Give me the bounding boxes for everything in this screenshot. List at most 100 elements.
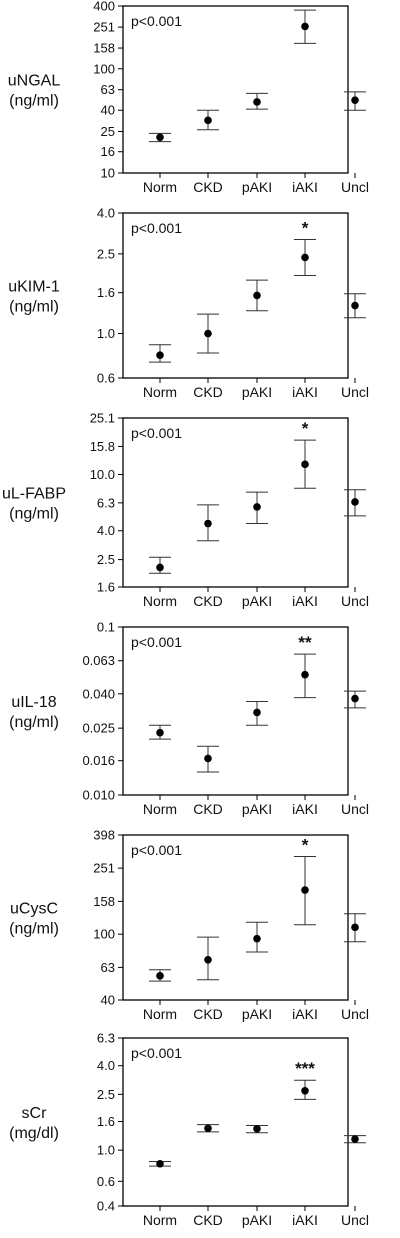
y-tick-label: 1.6: [97, 580, 115, 595]
y-tick-label: 25: [101, 124, 115, 139]
y-tick-label: 4.0: [97, 523, 115, 538]
x-tick-label: Norm: [143, 384, 177, 400]
y-tick-label: 2.5: [97, 552, 115, 567]
data-point: [204, 116, 212, 125]
x-tick-label: iAKI: [292, 801, 318, 817]
p-value-label: p<0.001: [131, 425, 182, 441]
y-tick-label: 1.0: [97, 1143, 115, 1158]
chart-panel-5: 398 251 158 100 63 40 uCysC (ng/ml) Norm CKD pAKI i…: [9, 828, 369, 1023]
data-point: [351, 694, 359, 703]
y-tick-label: 6.3: [97, 1031, 115, 1046]
data-point: [301, 460, 309, 469]
y-tick-label: 2.5: [97, 1087, 115, 1102]
x-tick-label: Uncl: [341, 801, 369, 817]
y-tick-label: 0.010: [82, 788, 115, 803]
plot-frame: [122, 834, 349, 1001]
x-tick-label: Uncl: [341, 1212, 369, 1228]
x-tick-label: CKD: [193, 801, 223, 817]
y-tick-label: 400: [93, 0, 115, 14]
x-tick-label: iAKI: [292, 593, 318, 609]
y-tick-label: 158: [93, 894, 115, 909]
y-axis-label-name: uNGAL: [8, 73, 61, 90]
data-point: [301, 1086, 309, 1095]
x-tick-label: Uncl: [341, 1006, 369, 1022]
plot-frame: [122, 5, 349, 174]
data-point: [301, 253, 309, 262]
y-axis-label-unit: (ng/ml): [9, 299, 59, 316]
x-tick-label: Norm: [143, 801, 177, 817]
data-point: [253, 708, 261, 717]
data-point: [253, 503, 261, 511]
y-tick-label: 10: [101, 166, 115, 181]
data-point: [253, 98, 261, 106]
y-axis-label-unit: (ng/ml): [9, 714, 59, 731]
data-point: [156, 728, 164, 737]
data-point: [156, 563, 164, 572]
plot-frame: [122, 417, 349, 588]
y-axis-label-unit: (ng/ml): [9, 506, 59, 523]
data-point: [156, 351, 164, 359]
data-point: [351, 96, 359, 104]
data-point: [156, 972, 164, 980]
y-axis-label-name: uCysC: [10, 901, 58, 918]
x-tick-label: pAKI: [242, 384, 272, 400]
y-tick-label: 398: [93, 828, 115, 843]
p-value-label: p<0.001: [131, 220, 182, 236]
x-tick-label: pAKI: [242, 179, 272, 195]
significance-marker: **: [298, 633, 312, 652]
data-point: [301, 22, 309, 31]
significance-marker: *: [302, 419, 309, 438]
significance-marker: ***: [295, 0, 315, 8]
y-axis-label-name: sCr: [22, 1105, 48, 1122]
chart-panel-3: 25.1 15.8 10.0 6.3 4.0 2.5 1.6 uL-FABP (ng/ml) No…: [2, 411, 369, 610]
data-point: [204, 329, 212, 338]
chart-panel-2: 4.0 2.5 1.6 1.0 0.6 uKIM-1 (ng/ml) Norm CKD pAKI i…: [8, 206, 369, 401]
y-tick-label: 4.0: [97, 1058, 115, 1073]
y-tick-label: 0.6: [97, 371, 115, 386]
y-tick-label: 251: [93, 20, 115, 35]
p-value-label: p<0.001: [131, 13, 182, 29]
y-tick-label: 0.040: [82, 686, 115, 701]
data-point: [253, 291, 261, 300]
y-axis-label-name: uKIM-1: [8, 279, 60, 296]
x-tick-label: pAKI: [242, 593, 272, 609]
chart-panel-1: 400 251 158 100 63 40 25 16 10 uNGAL (ng/ml) Norm CK…: [8, 0, 369, 195]
data-point: [351, 498, 359, 506]
y-tick-label: 0.063: [82, 653, 115, 668]
chart-panel-4: 0.1 0.063 0.040 0.025 0.016 0.010 uIL-18 (ng/ml…: [9, 620, 369, 818]
y-tick-label: 40: [101, 103, 115, 118]
y-tick-label: 1.6: [97, 1114, 115, 1129]
x-tick-label: CKD: [193, 1212, 223, 1228]
y-tick-label: 158: [93, 41, 115, 56]
x-tick-label: Norm: [143, 593, 177, 609]
data-point: [301, 670, 309, 679]
data-point: [156, 133, 164, 142]
plot-frame: [122, 626, 349, 796]
y-tick-label: 4.0: [97, 206, 115, 221]
data-point: [253, 934, 261, 943]
y-tick-label: 0.4: [97, 1199, 115, 1214]
p-value-label: p<0.001: [131, 1045, 182, 1061]
significance-marker: *: [302, 218, 309, 237]
x-tick-label: pAKI: [242, 1006, 272, 1022]
x-tick-label: iAKI: [292, 1006, 318, 1022]
x-tick-label: Uncl: [341, 179, 369, 195]
data-point: [204, 956, 212, 964]
y-tick-label: 40: [101, 993, 115, 1008]
x-tick-label: Uncl: [341, 384, 369, 400]
y-tick-label: 10.0: [90, 467, 115, 482]
data-point: [351, 1135, 359, 1143]
y-tick-label: 0.1: [97, 620, 115, 635]
significance-marker: *: [302, 836, 309, 855]
data-point: [156, 1159, 164, 1168]
y-tick-label: 16: [101, 144, 115, 159]
x-tick-label: CKD: [193, 384, 223, 400]
y-tick-label: 100: [93, 61, 115, 76]
chart-panel-6: 6.3 4.0 2.5 1.6 1.0 0.6 0.4 sCr (mg/dl) Norm CKD pA…: [9, 1031, 369, 1229]
y-tick-label: 0.016: [82, 753, 115, 768]
data-point: [351, 301, 359, 310]
x-tick-label: iAKI: [292, 1212, 318, 1228]
data-point: [204, 1124, 212, 1133]
x-tick-label: iAKI: [292, 384, 318, 400]
